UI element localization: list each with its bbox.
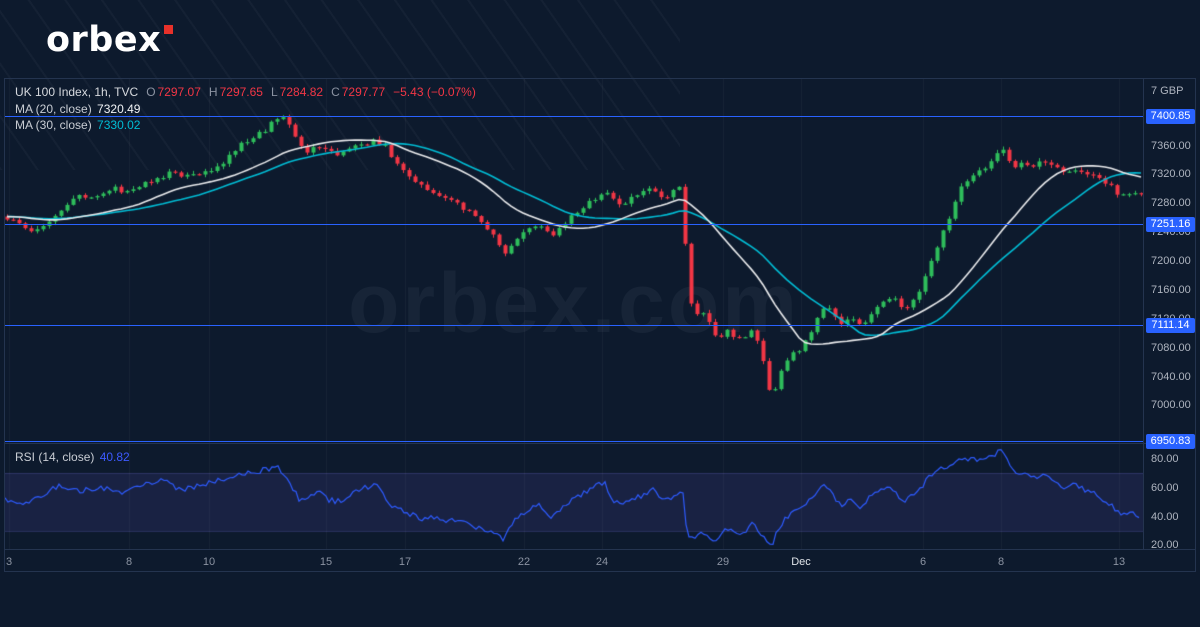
price-axis-tick: 7080.00 [1151,341,1191,354]
time-axis-label: 13 [1112,556,1126,568]
price-axis-tick: 7200.00 [1151,255,1191,268]
ma30-info-line: MA (30, close) 7330.02 [15,118,140,132]
orbex-logo: orbex [46,20,174,60]
time-axis-label: 8 [125,556,133,568]
rsi-info-line: RSI (14, close) 40.82 [15,450,130,464]
ma30-value: 7330.02 [97,118,141,132]
rsi-value: 40.82 [99,450,130,464]
ma20-info-line: MA (20, close) 7320.49 [15,102,140,116]
price-axis-tick: 7160.00 [1151,283,1191,296]
ma20-value: 7320.49 [97,102,141,116]
price-axis-tick: 7240.00 [1151,226,1191,239]
time-axis-label: 24 [595,556,609,568]
pane-separator[interactable] [5,443,1195,444]
price-axis-tick: 7320.00 [1151,168,1191,181]
price-axis-tick: 7280.00 [1151,197,1191,210]
orbex-logo-red-square-icon [164,25,174,34]
price-axis-tick: 7360.00 [1151,139,1191,152]
ma30-label[interactable]: MA (30, close) [15,118,92,132]
symbol-title[interactable]: UK 100 Index, 1h, TVC [15,85,139,99]
orbex-logo-text: orbex [46,20,162,60]
ma20-label[interactable]: MA (20, close) [15,102,92,116]
price-axis-tick: 7120.00 [1151,312,1191,325]
time-axis-label: 22 [517,556,531,568]
low-value: 7284.82 [279,85,324,99]
time-axis-label: 15 [319,556,333,568]
symbol-info-line: UK 100 Index, 1h, TVC O 7297.07 H 7297.65 L 72… [15,85,476,99]
price-axis-currency: 7 GBP [1151,85,1184,97]
rsi-axis-tick: 60.00 [1151,481,1179,494]
price-axis-tick: 7000.00 [1151,399,1191,412]
time-axis-label: 17 [398,556,412,568]
price-level-badge: 7400.85 [1146,109,1195,124]
close-value: 7297.77 [341,85,386,99]
high-value: 7297.65 [219,85,263,99]
chart-widget: orbex.com UK 100 Index, 1h, TVCO7297.07H… [4,78,1196,572]
price-level-badge: 7111.14 [1146,318,1195,333]
price-axis-tick: 7040.00 [1151,370,1191,383]
time-axis-separator [5,549,1195,550]
high-label: H [208,85,218,99]
close-label: C [331,85,340,99]
open-label: O [146,85,156,99]
price-chart-canvas[interactable] [5,79,1143,549]
time-axis-label: 10 [202,556,216,568]
time-axis-label: 6 [919,556,927,568]
rsi-label[interactable]: RSI (14, close) [15,450,95,464]
price-axis-separator [1143,79,1144,549]
time-axis-label: Dec [791,556,811,568]
rsi-axis-tick: 40.00 [1151,510,1179,523]
low-label: L [270,85,278,99]
time-axis-label: 8 [997,556,1005,568]
rsi-axis-tick: 80.00 [1151,453,1179,465]
price-level-badge: 6950.83 [1146,434,1195,449]
time-axis-label: 3 [5,556,13,568]
price-level-badge: 7251.16 [1146,217,1195,232]
time-axis-label: 29 [716,556,730,568]
open-value: 7297.07 [157,85,201,99]
change-value: −5.43 (−0.07%) [393,85,476,99]
